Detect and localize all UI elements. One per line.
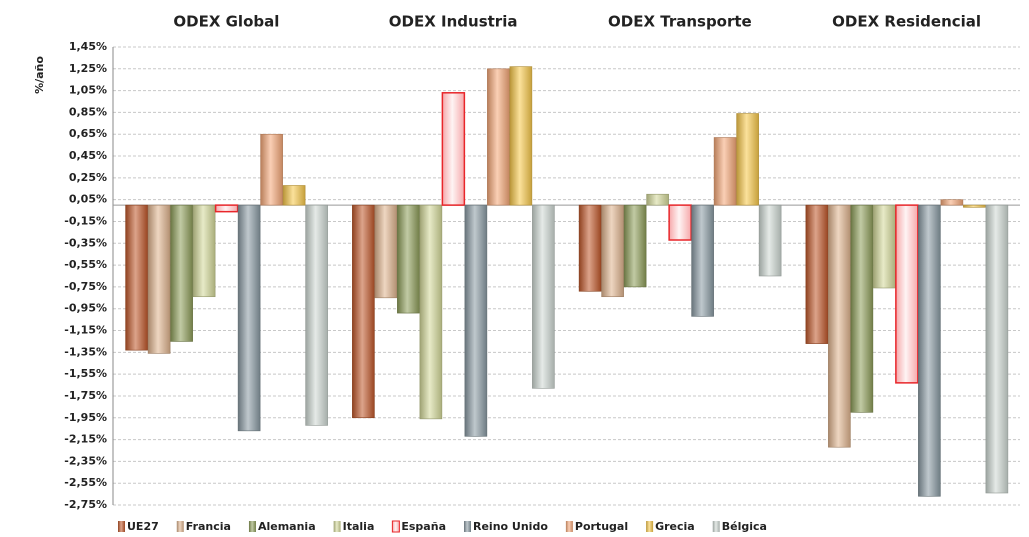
y-tick-label: 0,65% xyxy=(69,127,107,140)
bar xyxy=(646,193,669,206)
y-tick-label: -2,15% xyxy=(64,433,107,446)
legend-label: Grecia xyxy=(655,520,695,533)
legend-swatch xyxy=(118,521,125,532)
bar xyxy=(487,68,510,206)
bar xyxy=(918,204,941,497)
bar xyxy=(578,204,602,292)
bar xyxy=(464,204,488,437)
bar xyxy=(260,133,283,206)
y-tick-label: 1,45% xyxy=(69,40,107,53)
y-tick-label: 0,25% xyxy=(69,171,107,184)
bar xyxy=(895,204,919,384)
bar xyxy=(509,66,533,206)
legend-swatch xyxy=(391,520,400,533)
y-tick-label: 0,45% xyxy=(69,149,107,162)
bar xyxy=(532,204,555,389)
y-axis-label: %/año xyxy=(33,56,46,94)
bar xyxy=(282,185,306,206)
bar xyxy=(419,204,443,420)
bar xyxy=(963,204,986,208)
bar xyxy=(214,204,239,213)
legend-swatch xyxy=(464,521,471,532)
bar xyxy=(192,204,216,298)
y-tick-label: -0,55% xyxy=(64,258,107,271)
legend-label: Francia xyxy=(186,520,231,533)
legend-swatch xyxy=(712,521,720,532)
bar xyxy=(125,204,148,351)
bar xyxy=(736,113,759,206)
legend-label: Reino Unido xyxy=(473,520,548,533)
y-tick-label: 0,85% xyxy=(69,105,107,118)
y-tick-label: 0,05% xyxy=(69,193,107,206)
y-tick-label: -0,75% xyxy=(64,280,107,293)
legend-label: Portugal xyxy=(575,520,628,533)
legend-swatch xyxy=(565,521,573,532)
legend-swatch xyxy=(248,521,256,532)
y-tick-label: -1,35% xyxy=(64,345,107,358)
y-tick-label: -0,35% xyxy=(64,236,107,249)
legend-swatch xyxy=(646,521,654,532)
y-tick-label: -1,75% xyxy=(64,389,107,402)
bar xyxy=(305,204,328,426)
bar xyxy=(668,204,692,241)
group-title: ODEX Industria xyxy=(389,13,518,31)
y-tick-label: -1,15% xyxy=(64,324,107,337)
bar xyxy=(691,204,714,317)
y-tick-label: -0,95% xyxy=(64,302,107,315)
y-tick-label: -2,35% xyxy=(64,454,107,467)
y-tick-label: 1,25% xyxy=(69,62,107,75)
bar xyxy=(237,204,261,432)
y-tick-label: -0,15% xyxy=(64,214,107,227)
y-tick-label: 1,05% xyxy=(69,84,107,97)
legend-swatch xyxy=(333,521,341,532)
bar xyxy=(170,204,193,342)
bar xyxy=(623,204,647,288)
legend-label: UE27 xyxy=(127,520,159,533)
group-title: ODEX Global xyxy=(173,13,279,31)
legend-label: Italia xyxy=(343,520,375,533)
bar xyxy=(601,204,624,298)
legend-swatch xyxy=(176,521,184,532)
bar xyxy=(828,204,851,448)
bar xyxy=(397,204,420,314)
y-tick-label: -2,55% xyxy=(64,476,107,489)
bar xyxy=(805,204,829,344)
y-tick-label: -2,75% xyxy=(64,498,107,511)
bar xyxy=(873,204,896,289)
group-title: ODEX Residencial xyxy=(832,13,981,31)
bar xyxy=(940,199,964,206)
bar xyxy=(441,92,466,206)
legend-label: Alemania xyxy=(258,520,316,533)
y-tick-label: -1,95% xyxy=(64,411,107,424)
bar xyxy=(713,137,737,206)
bar xyxy=(374,204,398,299)
bar xyxy=(352,204,375,419)
bar xyxy=(850,204,874,413)
legend-label: España xyxy=(401,520,446,533)
legend-label: Bélgica xyxy=(722,520,767,533)
group-title: ODEX Transporte xyxy=(608,13,752,31)
bar xyxy=(985,204,1009,494)
bar xyxy=(147,204,171,354)
y-tick-label: -1,55% xyxy=(64,367,107,380)
bar xyxy=(758,204,782,277)
